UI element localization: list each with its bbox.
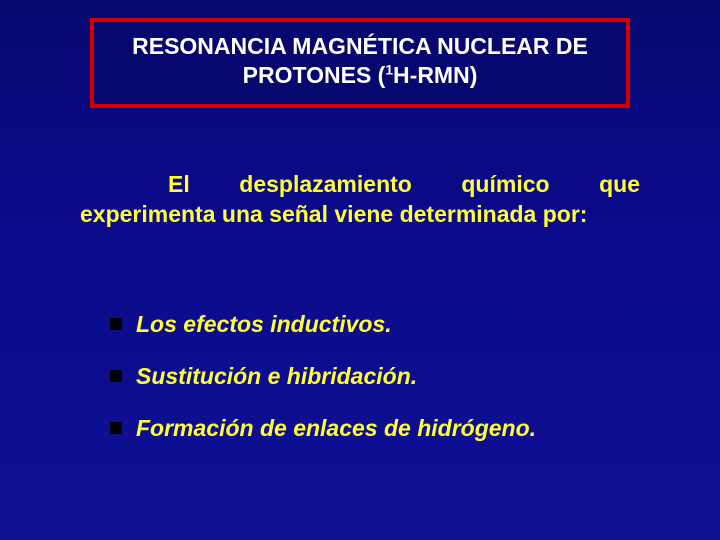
bullet-list: Los efectos inductivos. Sustitución e hi…: [110, 310, 650, 466]
bullet-text: Los efectos inductivos.: [136, 310, 392, 340]
bullet-item: Formación de enlaces de hidrógeno.: [110, 414, 650, 444]
square-bullet-icon: [110, 370, 122, 382]
intro-text: El desplazamiento químico que experiment…: [80, 171, 640, 227]
title-line2-prefix: PROTONES (: [243, 62, 386, 88]
square-bullet-icon: [110, 318, 122, 330]
title-line1: RESONANCIA MAGNÉTICA NUCLEAR DE: [108, 32, 612, 61]
title-line2: PROTONES (1H-RMN): [108, 61, 612, 90]
bullet-text: Sustitución e hibridación.: [136, 362, 417, 392]
title-line2-suffix: H-RMN): [393, 62, 477, 88]
title-text: RESONANCIA MAGNÉTICA NUCLEAR DE PROTONES…: [108, 32, 612, 90]
intro-paragraph: El desplazamiento químico que experiment…: [80, 170, 640, 230]
bullet-item: Sustitución e hibridación.: [110, 362, 650, 392]
title-box: RESONANCIA MAGNÉTICA NUCLEAR DE PROTONES…: [90, 18, 630, 108]
bullet-item: Los efectos inductivos.: [110, 310, 650, 340]
bullet-text: Formación de enlaces de hidrógeno.: [136, 414, 536, 444]
title-superscript: 1: [385, 62, 393, 77]
square-bullet-icon: [110, 422, 122, 434]
